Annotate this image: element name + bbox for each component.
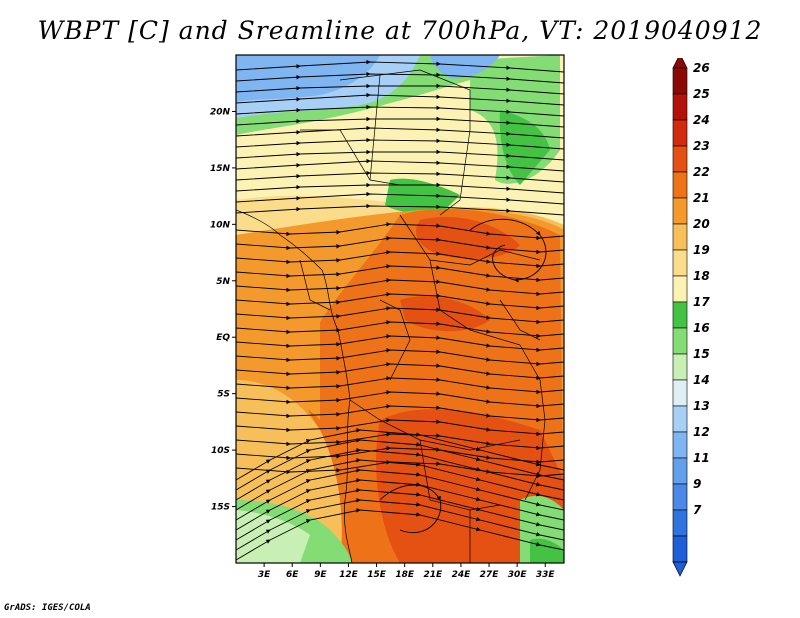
colorbar-label: 19	[693, 243, 710, 257]
colorbar-label: 25	[693, 87, 710, 101]
colorbar-swatch	[672, 379, 688, 407]
chart-title: WBPT [C] and Sreamline at 700hPa, VT: 20…	[37, 16, 763, 45]
colorbar-swatch	[672, 275, 688, 303]
streamline	[236, 116, 564, 128]
lon-label: 24E	[452, 570, 472, 580]
streamline	[236, 170, 564, 183]
streamline	[236, 149, 564, 161]
lon-label: 33E	[536, 570, 556, 580]
map-frame	[235, 54, 565, 564]
streamline	[379, 484, 442, 534]
colorbar: 26 25 24 23 22 21 20 19 18 17 16 15 14 13 12 11 9 7	[672, 58, 710, 577]
lon-axis: 3E 6E 9E 12E 15E 18E 21E 24E 27E 30E 33E	[258, 563, 556, 580]
lon-label: 6E	[286, 570, 299, 580]
colorbar-label: 13	[693, 399, 710, 413]
colorbar-label: 11	[693, 451, 710, 465]
streamline	[236, 59, 564, 73]
colorbar-label: 20	[693, 217, 710, 231]
lon-label: 18E	[395, 570, 415, 580]
colorbar-label: 7	[693, 503, 702, 517]
colorbar-swatch	[672, 223, 688, 251]
colorbar-label: 9	[693, 477, 701, 491]
lon-label: 15E	[367, 570, 387, 580]
colorbar-swatch	[672, 93, 688, 121]
colorbar-label: 17	[693, 295, 710, 309]
colorbar-label: 24	[693, 113, 710, 127]
streamlines	[236, 59, 564, 561]
lon-label: 30E	[508, 570, 528, 580]
streamline	[236, 137, 564, 150]
lat-axis: 20N 15N 10N 5N EQ 5S 10S 15S	[210, 107, 236, 513]
colorbar-swatch	[672, 119, 688, 147]
colorbar-swatch	[672, 327, 688, 355]
colorbar-swatch	[672, 483, 688, 511]
colorbar-swatch	[672, 171, 688, 199]
streamline	[236, 71, 564, 84]
colorbar-label: 18	[693, 269, 710, 283]
colorbar-label: 23	[693, 139, 710, 153]
lat-label: EQ	[216, 333, 230, 343]
streamline	[236, 83, 564, 95]
streamline	[236, 203, 564, 216]
streamline	[469, 218, 547, 283]
lon-label: 3E	[258, 570, 271, 580]
colorbar-min-arrow	[672, 561, 688, 577]
streamline	[236, 158, 564, 172]
lon-label: 21E	[423, 570, 443, 580]
streamline	[236, 104, 564, 117]
footer-credit: GrADS: IGES/COLA	[4, 603, 91, 613]
colorbar-label: 16	[693, 321, 710, 335]
country-borders	[236, 69, 546, 563]
lat-label: 20N	[210, 107, 231, 117]
lat-label: 15S	[211, 503, 230, 513]
streamline	[236, 191, 564, 205]
lat-label: 5N	[216, 277, 230, 287]
colorbar-max-arrow	[672, 58, 688, 69]
lat-label: 15N	[210, 164, 231, 174]
colorbar-swatch	[672, 457, 688, 485]
colorbar-swatch	[672, 509, 688, 537]
lon-label: 27E	[480, 570, 500, 580]
streamline	[236, 92, 564, 106]
colorbar-label: 26	[693, 61, 710, 75]
lat-label: 10N	[210, 220, 231, 230]
lon-label: 9E	[314, 570, 327, 580]
colorbar-swatch	[672, 353, 688, 381]
colorbar-swatch	[672, 431, 688, 459]
lat-label: 10S	[211, 446, 230, 456]
colorbar-swatch	[672, 405, 688, 433]
colorbar-label: 14	[693, 373, 710, 387]
colorbar-swatch	[672, 145, 688, 173]
colorbar-label: 22	[693, 165, 710, 179]
colorbar-swatch	[672, 301, 688, 329]
colorbar-label: 15	[693, 347, 710, 361]
colorbar-swatch	[672, 197, 688, 225]
streamline	[236, 125, 564, 139]
colorbar-label: 21	[693, 191, 710, 205]
colorbar-swatch	[672, 535, 688, 563]
colorbar-swatch	[672, 67, 688, 95]
lat-label: 5S	[217, 390, 230, 400]
lon-label: 12E	[339, 570, 359, 580]
streamline	[236, 182, 564, 194]
colorbar-swatch	[672, 249, 688, 277]
colorbar-label: 12	[693, 425, 710, 439]
streamline	[236, 507, 564, 561]
